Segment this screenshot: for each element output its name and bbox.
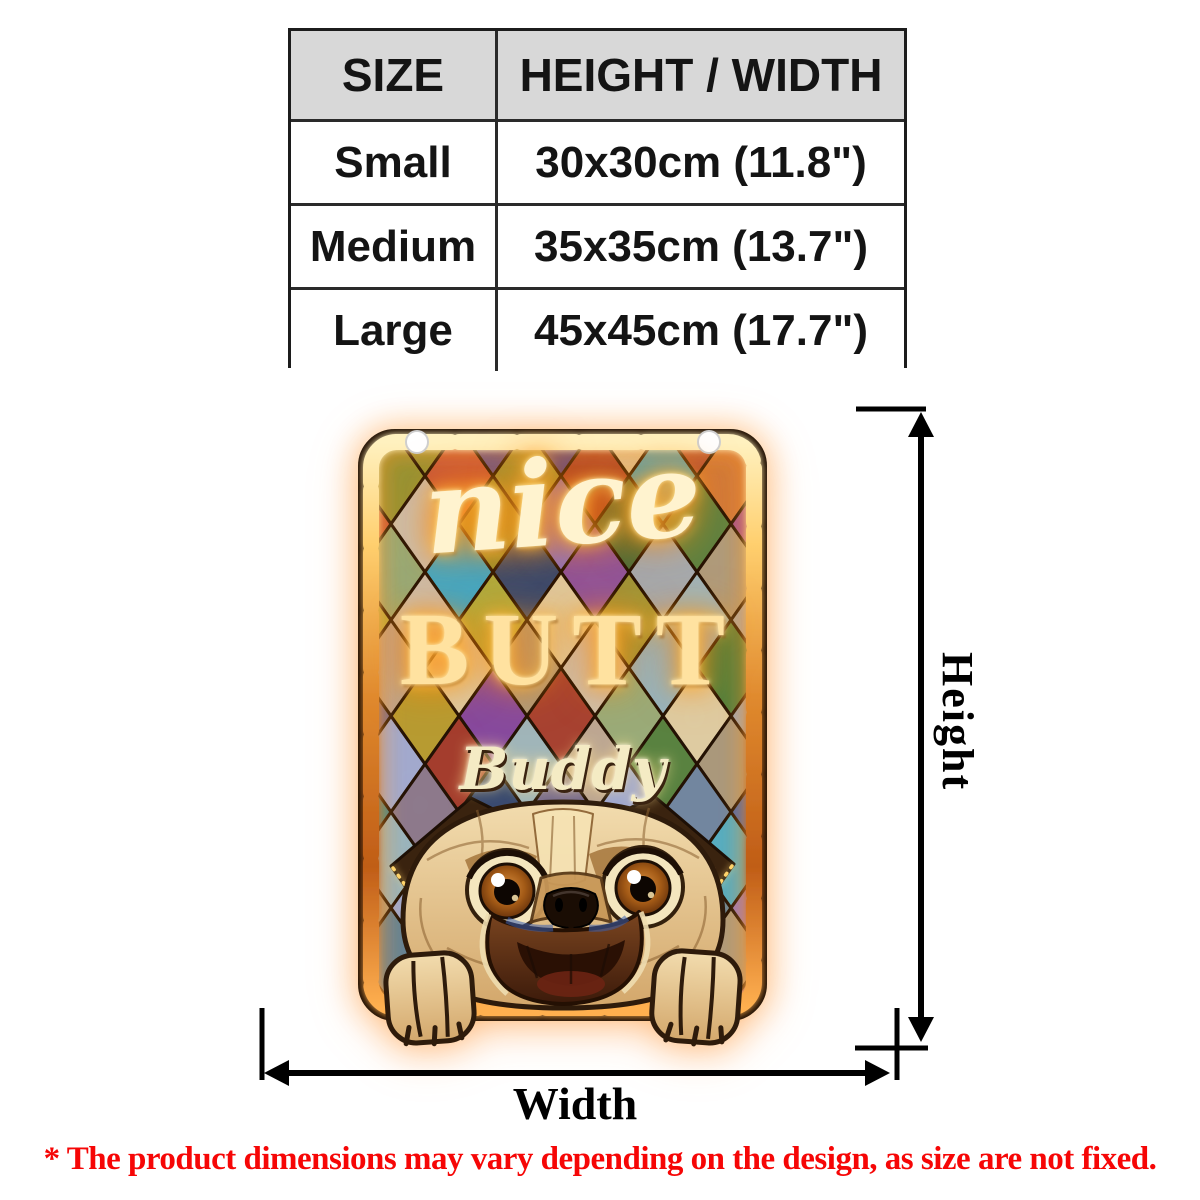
size-table: SIZE HEIGHT / WIDTH Small 30x30cm (11.8"… [288,28,907,371]
pug-eye-left [465,848,549,932]
size-cell-large: Large [291,287,495,371]
dimension-cell-large: 45x45cm (17.7") [495,287,904,371]
size-cell-small: Small [291,119,495,203]
width-label: Width [512,1078,638,1129]
height-arrow [855,406,934,1051]
hanging-hole-right [697,430,721,454]
hanging-hole-left [405,430,429,454]
size-cell-medium: Medium [291,203,495,287]
pug-nose [543,887,599,942]
stained-glass-sign [358,429,767,1047]
pug-mouth [479,910,651,1006]
dimension-cell-small: 30x30cm (11.8") [495,119,904,203]
pug-illustration [383,794,743,1047]
pug-paw-left [383,950,477,1047]
column-header-size: SIZE [291,31,495,119]
width-arrow [259,1008,900,1086]
disclaimer-text: * The product dimensions may vary depend… [43,1141,1157,1177]
height-label: Height [933,652,982,792]
pug-paw-right [649,948,743,1047]
dimension-cell-medium: 35x35cm (13.7") [495,203,904,287]
column-header-dimensions: HEIGHT / WIDTH [495,31,904,119]
